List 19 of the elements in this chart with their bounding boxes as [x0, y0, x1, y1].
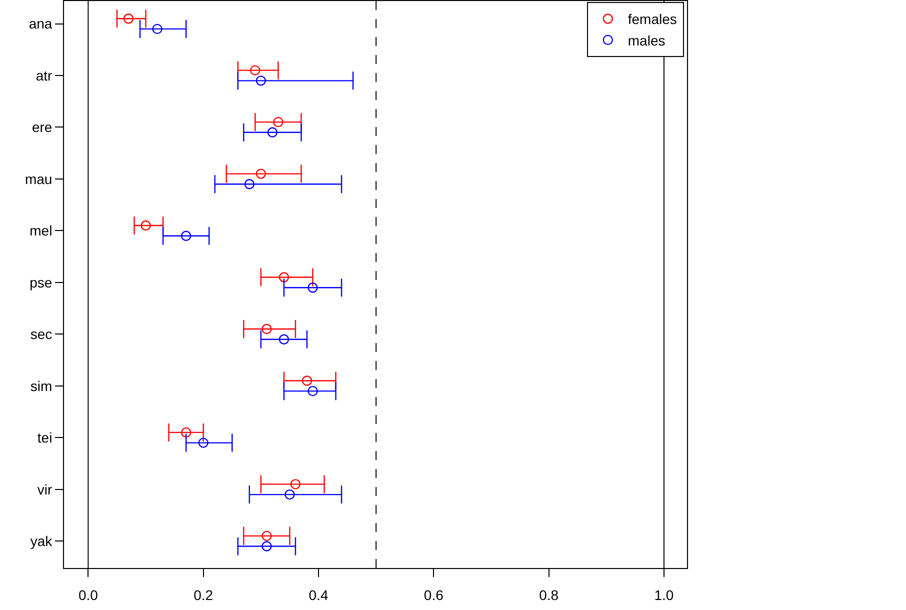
y-tick-label: yak	[30, 533, 54, 549]
x-tick-label: 0.0	[78, 586, 98, 603]
y-tick-label: mel	[30, 222, 52, 239]
y-tick-label: pse	[30, 274, 52, 290]
y-tick-label: tei	[37, 430, 52, 446]
y-tick-label: sim	[30, 378, 52, 394]
legend-label: males	[628, 32, 666, 48]
x-tick-label: 1.0	[654, 586, 674, 603]
y-tick-label: mau	[24, 170, 52, 187]
x-tick-label: 0.4	[308, 586, 328, 603]
x-tick-label: 0.8	[539, 586, 559, 603]
y-tick-label: atr	[36, 67, 53, 84]
y-tick-label: sec	[30, 326, 52, 342]
x-tick-label: 0.2	[194, 586, 214, 603]
y-tick-label: vir	[37, 481, 53, 498]
y-tick-label: ana	[28, 16, 52, 32]
y-tick-label: ere	[32, 119, 52, 136]
x-tick-label: 0.6	[424, 586, 444, 603]
legend-label: females	[628, 11, 677, 28]
